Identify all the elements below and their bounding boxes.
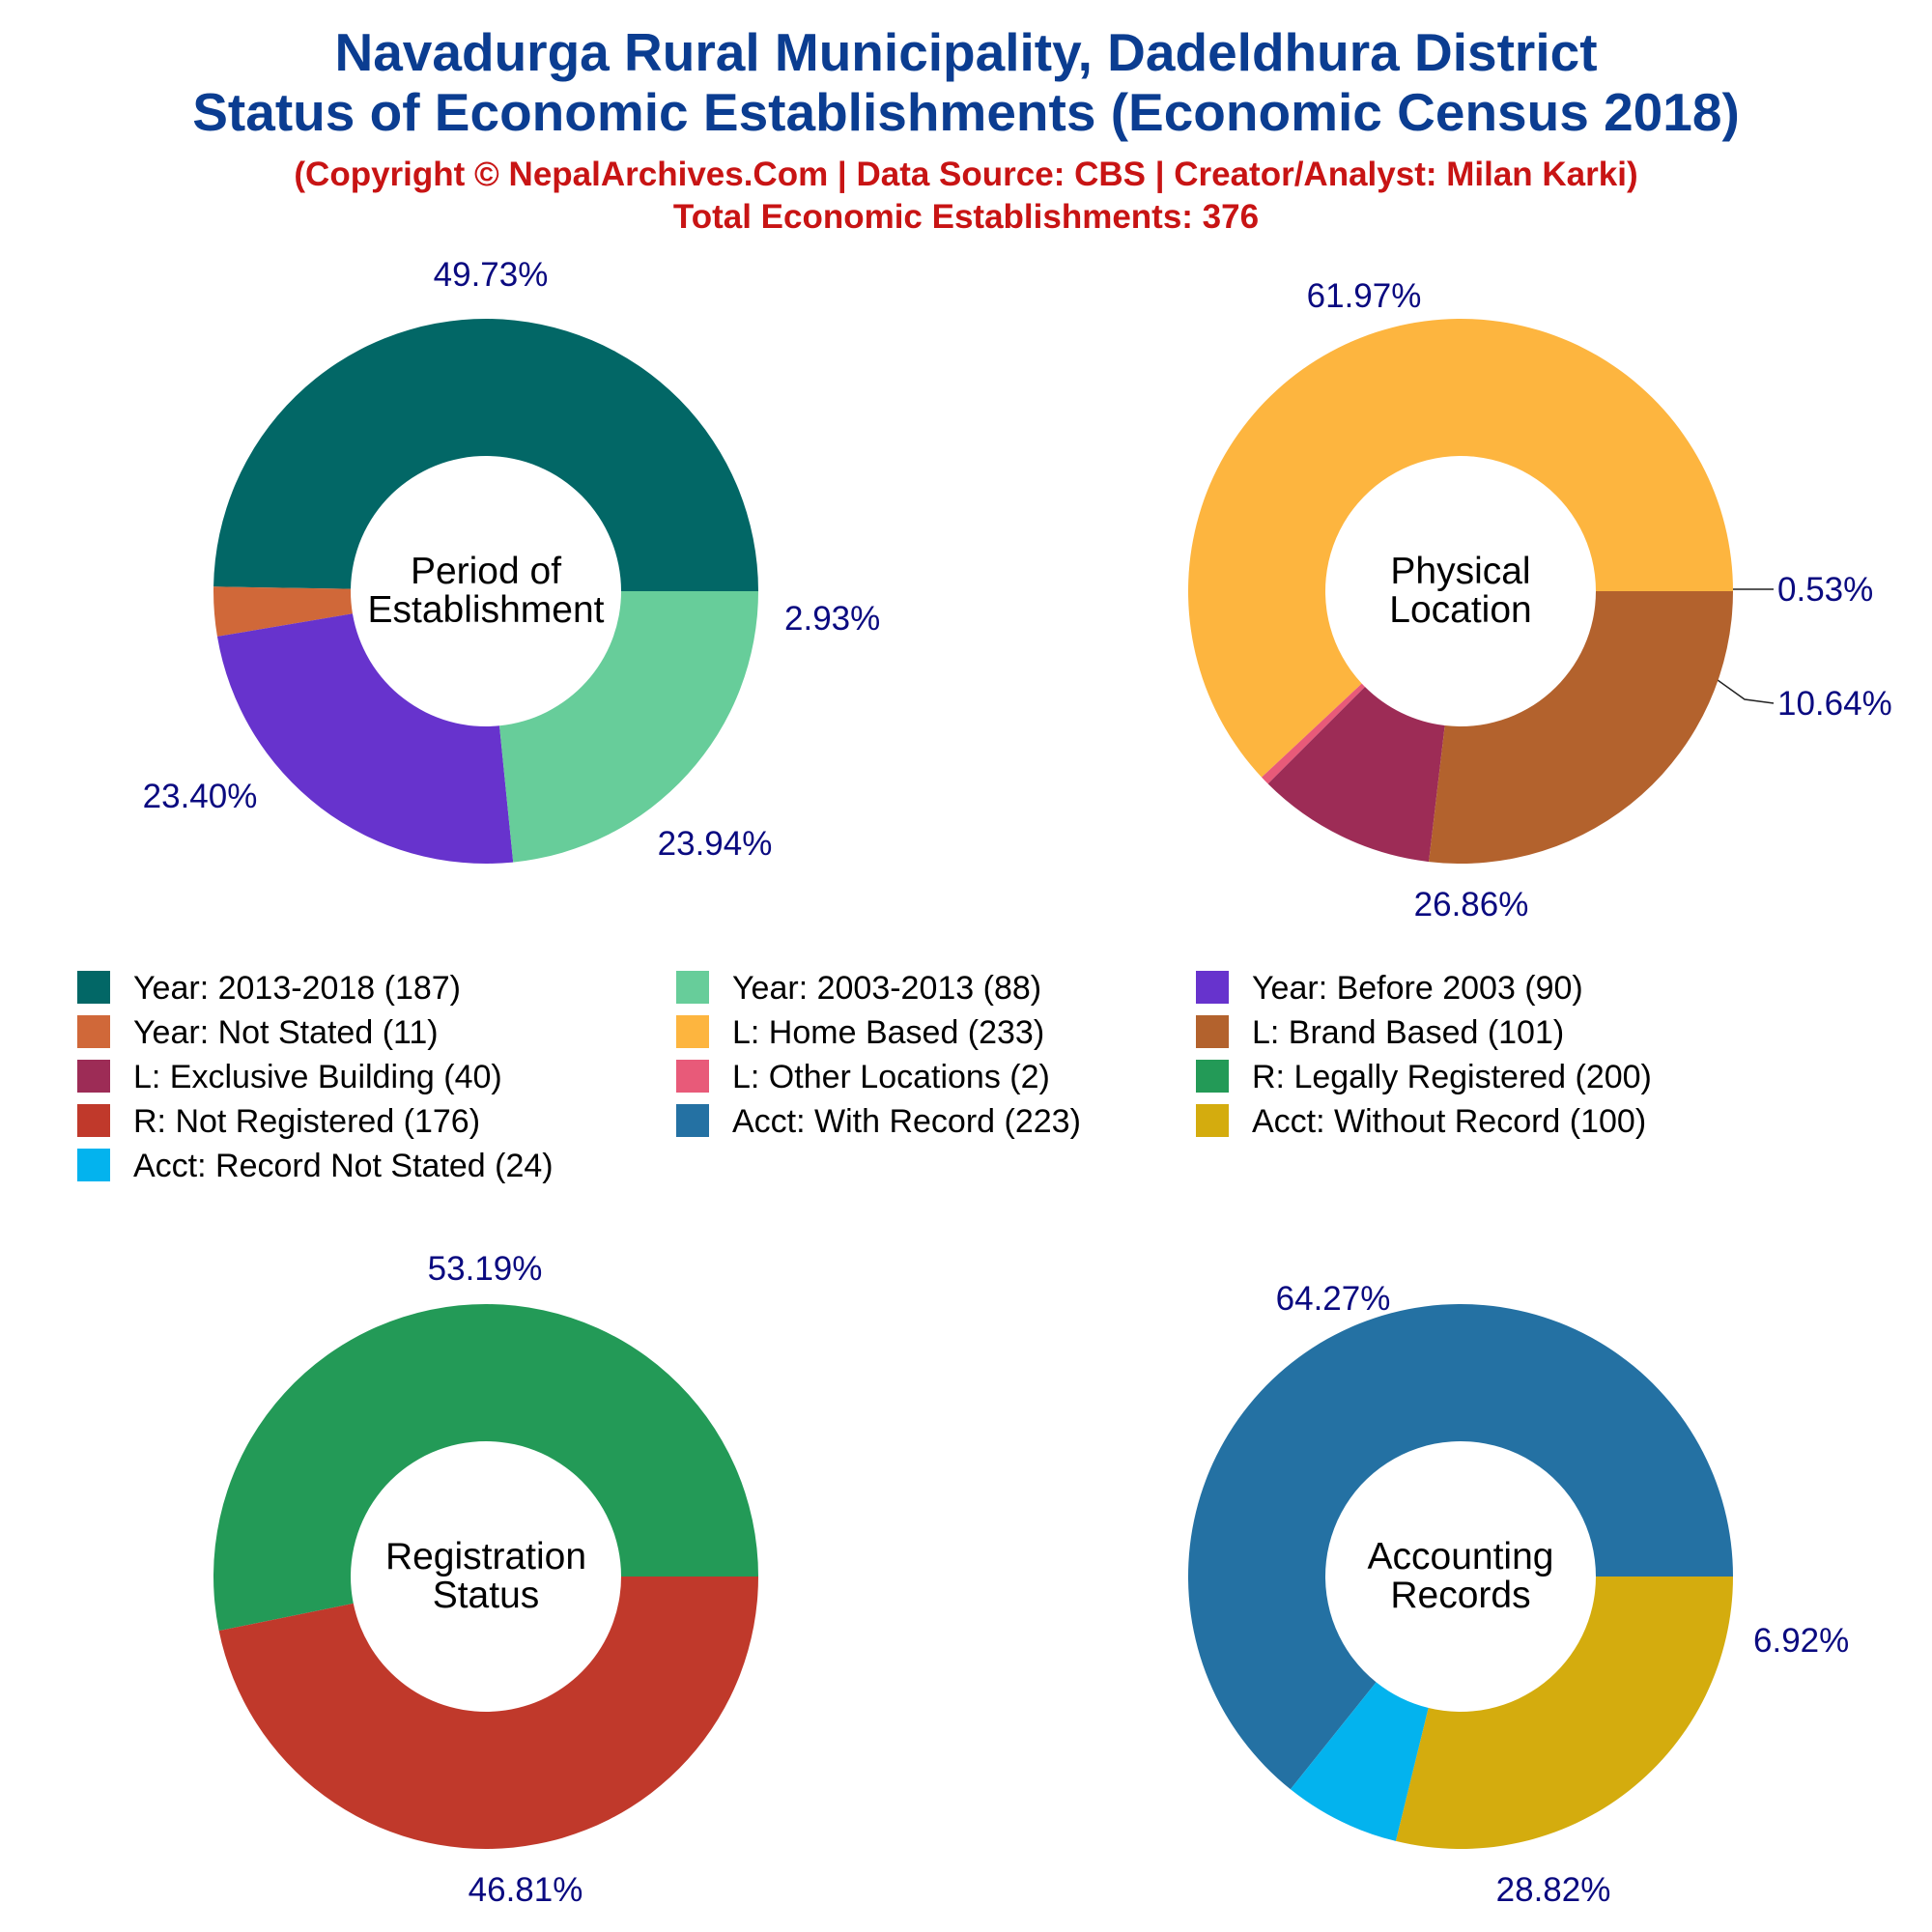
legend-item: L: Other Locations (2) [676, 1059, 1050, 1095]
legend-label: L: Other Locations (2) [732, 1059, 1050, 1095]
pct-label: 10.64% [1777, 685, 1892, 723]
legend-label: R: Legally Registered (200) [1252, 1059, 1652, 1095]
pct-label: 6.92% [1753, 1622, 1849, 1660]
legend-swatch [676, 971, 709, 1004]
legend-item: R: Not Registered (176) [77, 1103, 480, 1140]
slice-r-legally-registered [213, 1303, 758, 1632]
pct-label: 49.73% [434, 256, 549, 294]
legend-label: L: Brand Based (101) [1252, 1014, 1564, 1051]
legend-item: L: Brand Based (101) [1196, 1014, 1564, 1051]
slice-acct-with-record [1188, 1303, 1733, 1790]
pct-label: 61.97% [1307, 277, 1422, 315]
slice-r-not-registered [218, 1577, 758, 1849]
pct-label: 46.81% [469, 1871, 583, 1909]
slice-year-before-2003 [216, 613, 514, 865]
slice-year-not-stated [213, 586, 353, 637]
slice-acct-without-record [1395, 1577, 1733, 1849]
legend-swatch [1196, 1060, 1229, 1093]
legend-label: Year: 2013-2018 (187) [133, 970, 461, 1007]
slice-l-brand-based [1429, 591, 1733, 864]
legend: Year: 2013-2018 (187) Year: 2003-2013 (88… [77, 970, 1652, 1184]
center-label: Status [433, 1575, 540, 1616]
legend-item: Year: 2013-2018 (187) [77, 970, 461, 1007]
pct-label: 23.94% [658, 825, 773, 863]
pct-label: 2.93% [784, 600, 880, 638]
legend-label: Year: Before 2003 (90) [1252, 970, 1583, 1007]
legend-swatch [77, 1104, 110, 1137]
donut-chart-1: 49.73% 2.93% 23.94% 23.40% Period ofEstablis… [143, 256, 880, 865]
legend-item: Acct: With Record (223) [676, 1103, 1081, 1140]
slice-year-2013-2018 [213, 319, 758, 591]
legend-swatch [676, 1060, 709, 1093]
donut-charts: 49.73% 2.93% 23.94% 23.40% Period ofEstablis… [143, 256, 1892, 1909]
title-line2: Status of Economic Establishments (Econo… [192, 82, 1740, 142]
center-label: Period of [411, 551, 561, 592]
legend-label: Acct: Record Not Stated (24) [133, 1148, 554, 1184]
legend-item: R: Legally Registered (200) [1196, 1059, 1652, 1095]
legend-label: Acct: Without Record (100) [1252, 1103, 1646, 1140]
slice-acct-record-not-stated [1290, 1682, 1429, 1841]
center-label: Records [1390, 1575, 1530, 1616]
slice-l-home-based [1188, 318, 1734, 778]
center-label: Physical [1390, 551, 1530, 592]
center-label: Location [1389, 589, 1531, 631]
legend-swatch [77, 1015, 110, 1048]
legend-label: Year: Not Stated (11) [133, 1014, 439, 1051]
legend-swatch [77, 971, 110, 1004]
slice-l-other-locations [1262, 683, 1366, 784]
pct-label: 53.19% [428, 1250, 543, 1288]
pct-label: 28.82% [1496, 1871, 1611, 1909]
pct-label: 0.53% [1777, 571, 1873, 609]
title-line1: Navadurga Rural Municipality, Dadeldhura… [334, 22, 1597, 82]
legend-swatch [77, 1149, 110, 1181]
pct-label: 64.27% [1276, 1280, 1391, 1318]
total-line: Total Economic Establishments: 376 [673, 198, 1259, 236]
legend-swatch [1196, 1015, 1229, 1048]
legend-label: L: Exclusive Building (40) [133, 1059, 502, 1095]
legend-swatch [1196, 971, 1229, 1004]
legend-item: Year: Before 2003 (90) [1196, 970, 1583, 1007]
legend-item: L: Home Based (233) [676, 1014, 1044, 1051]
legend-swatch [676, 1104, 709, 1137]
legend-item: Year: 2003-2013 (88) [676, 970, 1041, 1007]
copyright-line: (Copyright © NepalArchives.Com | Data So… [294, 156, 1637, 193]
legend-swatch [1196, 1104, 1229, 1137]
legend-swatch [676, 1015, 709, 1048]
leader-line [1717, 679, 1775, 704]
legend-label: R: Not Registered (176) [133, 1103, 480, 1140]
pct-label: 26.86% [1414, 886, 1529, 923]
legend-item: Year: Not Stated (11) [77, 1014, 439, 1051]
legend-label: Year: 2003-2013 (88) [732, 970, 1041, 1007]
legend-item: Acct: Record Not Stated (24) [77, 1148, 554, 1184]
slice-year-2003-2013 [499, 591, 758, 863]
pct-label: 23.40% [143, 778, 258, 815]
slice-l-exclusive-building [1267, 686, 1445, 863]
center-label: Establishment [368, 589, 605, 631]
center-label: Registration [385, 1536, 586, 1577]
center-label: Accounting [1368, 1536, 1554, 1577]
legend-item: L: Exclusive Building (40) [77, 1059, 502, 1095]
legend-label: L: Home Based (233) [732, 1014, 1044, 1051]
legend-item: Acct: Without Record (100) [1196, 1103, 1646, 1140]
legend-swatch [77, 1060, 110, 1093]
legend-label: Acct: With Record (223) [732, 1103, 1081, 1140]
